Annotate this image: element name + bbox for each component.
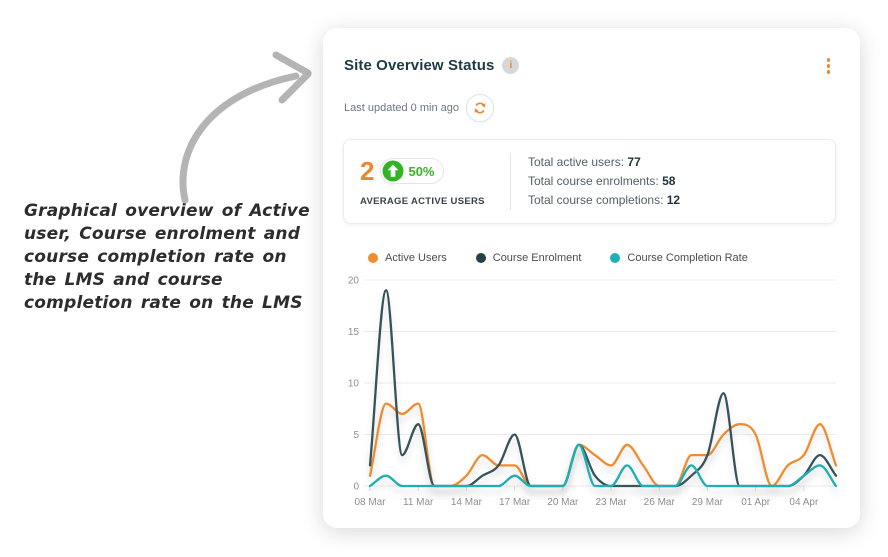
legend-dot-icon (475, 252, 486, 263)
y-axis-label: 15 (348, 327, 360, 338)
line-chart-svg: 0 5 10 15 20 08 Mar 11 Mar 14 Mar 17 Mar 20 Mar 23… (348, 275, 838, 508)
legend-item[interactable]: Course Completion Rate (610, 251, 748, 264)
chart-legend: Active Users Course Enrolment Course Compl… (368, 252, 860, 264)
y-axis-label: 10 (348, 378, 360, 389)
total-label: Total course completions: (528, 192, 664, 207)
site-overview-card: Site Overview Status i Last updated 0 mi… (323, 28, 860, 528)
x-axis-label: 26 Mar (644, 497, 676, 508)
total-label: Total active users: (528, 154, 625, 169)
trend-percent: 50% (408, 163, 435, 179)
last-updated-text: Last updated 0 min ago (344, 101, 459, 114)
refresh-icon (474, 102, 486, 113)
x-axis-label: 14 Mar (451, 497, 483, 508)
trend-badge: 50% (380, 158, 444, 184)
refresh-button[interactable] (465, 93, 494, 122)
x-axis-label: 01 Apr (741, 497, 771, 508)
x-axis-label: 04 Apr (789, 497, 819, 508)
total-course-enrolments-row: Total course enrolments: 58 (528, 172, 680, 191)
total-value: 12 (666, 192, 681, 207)
total-course-completions-row: Total course completions: 12 (528, 191, 680, 210)
arrow-up-circle-icon (382, 160, 404, 182)
info-icon[interactable]: i (502, 57, 520, 75)
legend-item[interactable]: Active Users (368, 252, 447, 264)
series-line (368, 288, 838, 487)
x-axis-label: 20 Mar (547, 497, 579, 508)
total-label: Total course enrolments: (528, 173, 659, 188)
series-line (368, 443, 838, 487)
overview-chart: 0 5 10 15 20 08 Mar 11 Mar 14 Mar 17 Mar 20 Mar 23… (338, 270, 854, 517)
kebab-menu-icon[interactable] (823, 54, 835, 78)
x-axis-label: 11 Mar (403, 497, 434, 508)
card-header: Site Overview Status i (344, 54, 834, 78)
y-axis-label: 20 (348, 275, 360, 286)
y-axis-label: 0 (353, 481, 359, 492)
legend-item[interactable]: Course Enrolment (475, 251, 582, 264)
average-label: AVERAGE ACTIVE USERS (360, 195, 485, 207)
total-active-users-row: Total active users: 77 (528, 153, 680, 172)
x-axis-label: 08 Mar (354, 497, 386, 508)
y-axis-label: 5 (353, 430, 359, 441)
series-line (368, 401, 838, 487)
summary-stats-box: 2 50% AVERAGE ACTIVE USERS Total active … (343, 138, 836, 224)
average-value: 2 (360, 155, 375, 186)
x-axis-label: 17 Mar (499, 497, 531, 508)
legend-dot-icon (610, 252, 621, 263)
x-axis-label: 29 Mar (692, 497, 724, 508)
x-axis-label: 23 Mar (595, 497, 627, 508)
annotation-note: Graphical overview of Active user, Cours… (24, 201, 310, 313)
total-value: 58 (662, 173, 676, 188)
curved-arrow (179, 51, 312, 204)
legend-dot-icon (368, 252, 378, 263)
legend-label: Active Users (385, 251, 447, 264)
legend-label: Course Completion Rate (627, 251, 748, 264)
page-title: Site Overview Status (344, 57, 495, 75)
totals-list: Total active users: 77 Total course enro… (510, 152, 680, 210)
average-active-users-metric: 2 50% AVERAGE ACTIVE USERS (360, 156, 508, 207)
last-updated-row: Last updated 0 min ago (344, 93, 839, 122)
total-value: 77 (627, 154, 641, 169)
legend-label: Course Enrolment (492, 251, 582, 264)
